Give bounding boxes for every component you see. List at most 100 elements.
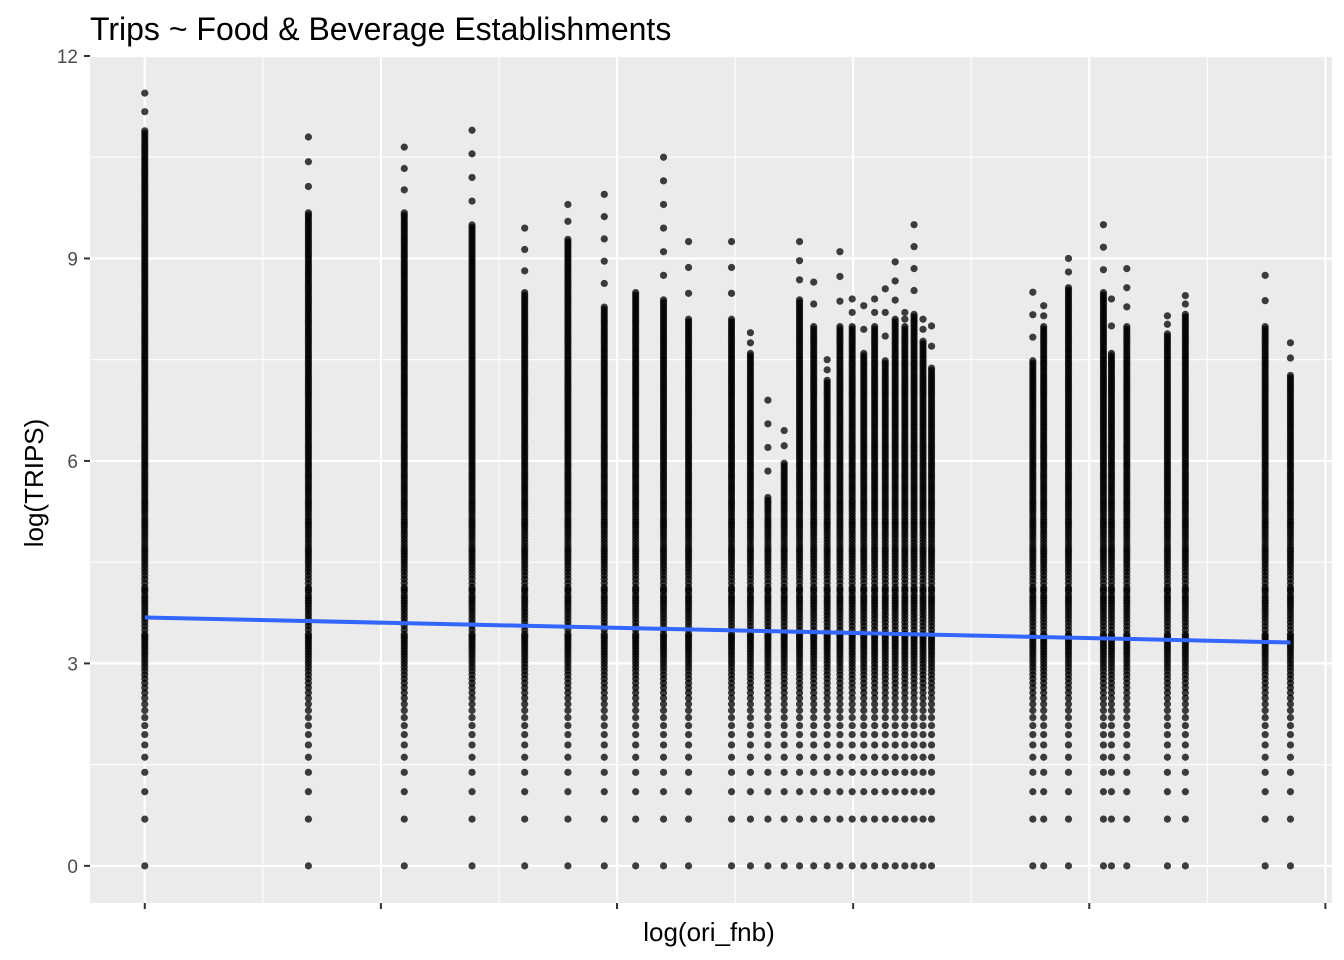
data-point [795,257,804,265]
data-point [764,493,772,502]
data-point [600,700,608,708]
data-point [1099,288,1108,297]
data-point [600,190,608,198]
data-point [836,706,844,715]
data-point [764,713,772,722]
data-point [764,741,772,749]
data-point [795,700,804,708]
data-point [871,694,879,702]
data-point [141,862,149,870]
data-point [881,332,889,340]
data-point [1040,815,1048,823]
data-point [1029,713,1037,722]
data-point [919,788,927,796]
data-point [468,815,476,823]
data-point [901,706,909,715]
data-point [684,753,693,761]
data-point [1107,349,1116,358]
data-point [823,713,831,722]
data-point [810,706,818,715]
data-point [795,694,804,702]
data-point [860,302,868,310]
data-point [891,700,899,708]
data-point [1107,753,1116,761]
data-point [1029,694,1037,702]
data-point [727,788,736,796]
data-point [746,753,755,761]
data-point [881,308,889,317]
data-point [1040,694,1048,702]
data-point [746,741,755,749]
data-point [141,89,149,97]
data-point [400,694,408,702]
data-point [468,150,476,158]
data-point [1040,753,1048,761]
data-point [891,741,899,749]
data-point [836,322,844,331]
data-point [848,788,856,796]
data-point [564,694,572,702]
data-point [910,689,918,697]
data-point [836,788,844,796]
data-point [810,730,818,739]
data-point [860,700,868,708]
grid-minor [90,56,1332,903]
data-point [1040,721,1048,730]
data-point [746,815,755,823]
data-point [919,706,927,715]
data-point [659,153,668,161]
data-point [1099,862,1108,870]
data-point [746,339,755,347]
data-point [141,815,149,823]
data-point [848,862,856,870]
data-point [727,713,736,722]
data-point [891,296,899,304]
data-point [823,730,831,739]
data-point [304,753,313,761]
data-point [1040,706,1048,715]
data-point [600,788,608,796]
data-point [836,689,844,697]
data-point [927,741,936,749]
data-point [468,221,476,229]
data-point [860,730,868,739]
data-point [304,768,313,776]
data-point [891,315,899,323]
data-point [1107,721,1116,730]
data-point [848,768,856,776]
data-point [659,296,668,304]
data-point [1099,741,1108,749]
data-point [746,329,755,337]
data-point [836,741,844,749]
data-point [521,768,529,776]
data-point [632,288,640,297]
data-point [1029,357,1037,365]
data-point [910,264,918,273]
data-point [600,706,608,715]
data-point [1064,741,1073,749]
data-point [927,862,936,870]
data-point [860,788,868,796]
data-point [871,689,879,697]
data-point [684,713,693,722]
data-point [919,721,927,730]
data-point [1029,689,1037,697]
data-point [901,730,909,739]
data-point [860,349,868,358]
data-point [659,753,668,761]
data-point [848,322,856,331]
data-point [881,788,889,796]
data-point [400,730,408,739]
data-point [891,768,899,776]
data-point [304,862,313,870]
data-point [1040,312,1048,320]
data-point [141,768,149,776]
data-point [727,237,736,246]
data-point [600,303,608,311]
data-point [304,689,313,697]
data-point [1064,254,1073,263]
data-point [1163,815,1172,823]
data-point [795,741,804,749]
data-point [881,721,889,730]
data-point [795,276,804,284]
